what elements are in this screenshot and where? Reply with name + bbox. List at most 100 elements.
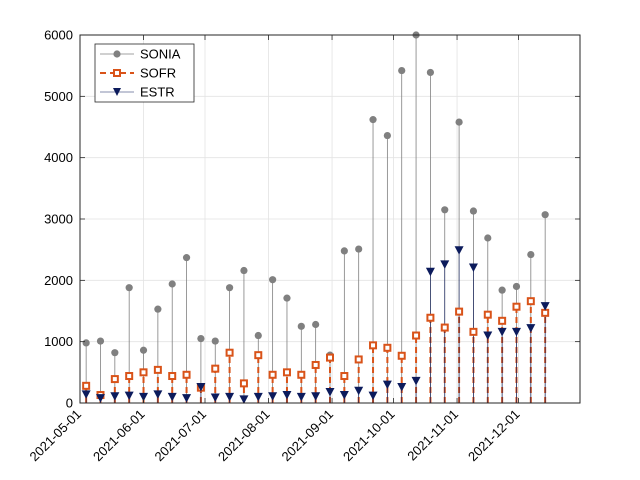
sonia-point (82, 339, 90, 347)
sonia-point (426, 68, 435, 77)
sofr-point (526, 297, 535, 306)
estr-point (124, 391, 134, 401)
y-tick-label: 0 (66, 396, 73, 411)
sofr-point (426, 313, 435, 322)
estr-point (196, 383, 206, 392)
legend-estr-label: ESTR (140, 85, 175, 100)
estr-point (311, 392, 321, 401)
estr-point (454, 246, 464, 255)
estr-point (397, 383, 407, 392)
legend-sofr-label: SOFR (140, 66, 176, 81)
sonia-point (111, 349, 119, 357)
sofr-point (254, 351, 263, 360)
sofr-point (211, 364, 220, 373)
estr-point (139, 392, 149, 402)
estr-point (339, 391, 349, 400)
sofr-point (153, 365, 162, 374)
estr-point (182, 394, 192, 403)
legend-sonia-label: SONIA (140, 47, 181, 62)
estr-point (511, 327, 521, 337)
y-tick-label: 5000 (44, 89, 73, 104)
estr-point (95, 394, 105, 403)
sonia-point (498, 286, 506, 294)
sonia-point (527, 250, 535, 259)
sonia-point (182, 254, 191, 262)
sofr-point (412, 331, 421, 340)
sonia-point (512, 282, 521, 291)
estr-point (468, 263, 478, 272)
sonia-point (541, 211, 549, 219)
legend-estr-marker (113, 88, 121, 96)
sonia-point (269, 276, 277, 284)
sofr-point (297, 370, 306, 379)
y-tick-label: 1000 (44, 334, 73, 349)
estr-point (239, 395, 249, 404)
sofr-point (110, 375, 119, 384)
sofr-point (498, 316, 507, 325)
sonia-point (125, 284, 133, 292)
estr-point (282, 391, 292, 400)
sofr-point (311, 360, 320, 369)
y-tick-label: 4000 (44, 150, 73, 165)
estr-point (368, 391, 378, 401)
markers-layer (81, 31, 550, 404)
estr-point (253, 392, 263, 402)
sofr-point (326, 353, 334, 362)
y-tick-label: 6000 (44, 28, 73, 43)
sonia-point (297, 322, 305, 330)
estr-point (497, 327, 507, 337)
sonia-point (455, 118, 463, 126)
sofr-point (469, 327, 478, 336)
sofr-point (225, 348, 234, 357)
estr-point (483, 331, 493, 341)
sonia-point (369, 116, 377, 124)
sofr-point (541, 308, 550, 317)
sofr-point (182, 370, 191, 379)
sofr-point (455, 307, 464, 316)
sonia-point (96, 337, 105, 345)
legend-sonia-marker (113, 50, 121, 58)
estr-point (526, 324, 536, 333)
sofr-point (383, 343, 392, 352)
estr-point (225, 392, 235, 402)
sonia-point (398, 66, 406, 75)
estr-point (354, 386, 364, 396)
sonia-point (168, 280, 176, 288)
sonia-point (139, 346, 148, 354)
sonia-point (340, 247, 348, 255)
sonia-point (383, 131, 391, 140)
sofr-point (483, 310, 492, 319)
estr-point (210, 393, 220, 402)
sonia-point (254, 331, 262, 340)
sofr-point (369, 341, 378, 350)
legend-sofr-marker (113, 69, 121, 77)
estr-point (110, 392, 120, 401)
sofr-point (282, 368, 291, 377)
sonia-point (154, 305, 162, 313)
estr-point (411, 376, 421, 386)
sofr-point (139, 368, 148, 377)
sonia-point (197, 335, 205, 343)
sofr-point (340, 372, 349, 381)
sofr-point (397, 351, 406, 360)
estr-point (540, 302, 550, 311)
estr-point (425, 267, 435, 277)
sofr-point (512, 302, 521, 311)
estr-point (167, 392, 177, 402)
sonia-point (283, 294, 291, 302)
sofr-point (239, 379, 248, 388)
estr-point (440, 260, 450, 269)
estr-point (296, 392, 306, 402)
sonia-point (225, 284, 234, 292)
sonia-point (240, 266, 248, 275)
sofr-point (268, 370, 277, 379)
sofr-point (82, 381, 91, 390)
sonia-point (211, 337, 219, 345)
estr-point (153, 390, 163, 399)
legend: SONIA SOFR ESTR (94, 43, 195, 103)
estr-point (325, 387, 335, 397)
y-tick-label: 2000 (44, 273, 73, 288)
sofr-point (125, 372, 134, 381)
sofr-point (440, 323, 449, 332)
